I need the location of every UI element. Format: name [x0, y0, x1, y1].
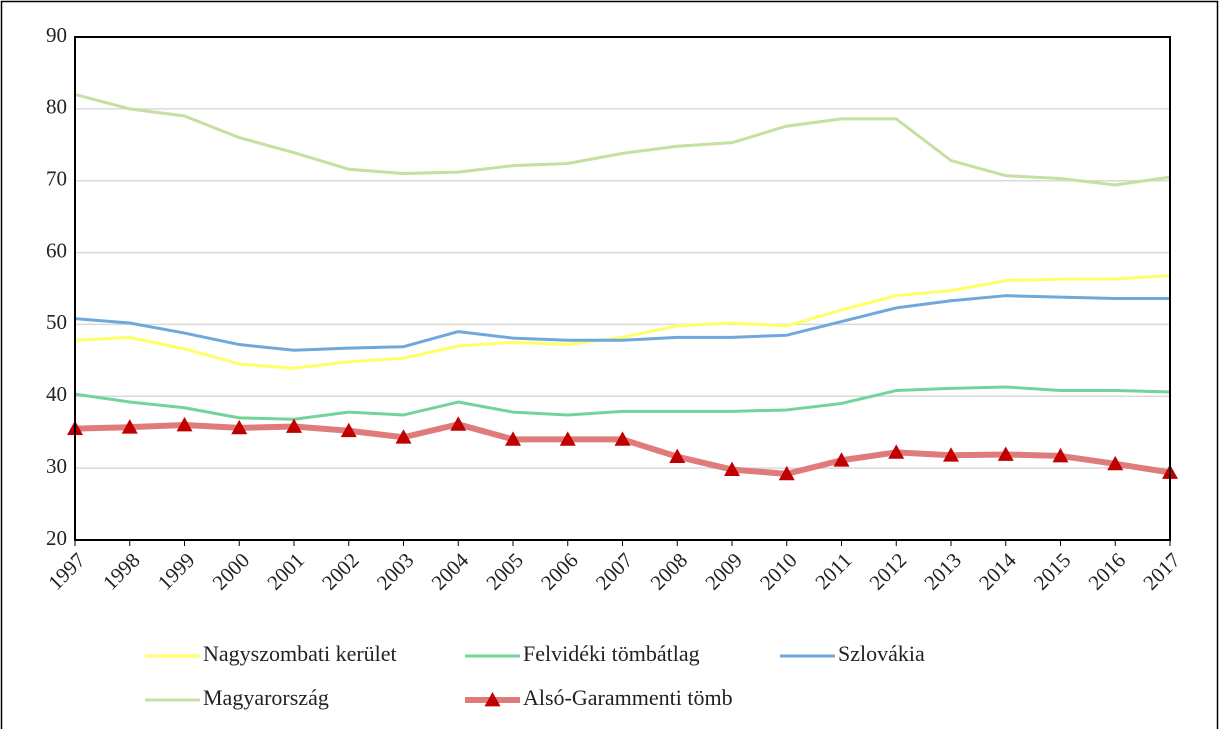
point-marker	[724, 461, 740, 476]
point-marker	[505, 431, 521, 446]
x-tick-label: 2011	[810, 548, 856, 594]
x-tick-label: 1998	[98, 548, 145, 595]
point-marker	[176, 417, 193, 432]
legend-label: Magyarország	[203, 685, 329, 710]
y-tick-label: 60	[46, 238, 67, 262]
y-tick-label: 40	[46, 382, 67, 406]
point-marker	[997, 446, 1014, 461]
x-tick-label: 2001	[262, 548, 309, 595]
point-marker	[450, 416, 467, 431]
point-marker	[1107, 455, 1124, 471]
point-marker	[231, 419, 248, 435]
point-marker	[395, 429, 412, 444]
y-tick-label: 20	[46, 526, 67, 550]
x-tick-label: 1999	[153, 548, 200, 595]
x-tick-label: 2000	[208, 548, 255, 595]
x-tick-label: 2004	[427, 548, 474, 595]
point-marker	[778, 465, 795, 481]
legend-marker	[484, 692, 501, 707]
x-tick-label: 2003	[372, 548, 419, 595]
series-line	[74, 385, 1171, 421]
x-tick-label: 2007	[591, 548, 638, 595]
series-line	[74, 93, 1171, 187]
x-tick-label: 2005	[481, 548, 528, 595]
x-tick-label: 2009	[700, 548, 747, 595]
point-marker	[1052, 447, 1069, 463]
series-line	[74, 274, 1171, 370]
y-tick-label: 90	[46, 23, 67, 47]
x-tick-label: 2006	[536, 548, 583, 595]
x-tick-label: 2014	[974, 548, 1021, 595]
y-tick-label: 70	[46, 167, 67, 191]
point-marker	[340, 422, 357, 438]
legend-label: Felvidéki tömbátlag	[523, 641, 700, 666]
legend-label: Szlovákia	[838, 641, 925, 666]
legend-label: Alsó-Garammenti tömb	[523, 685, 733, 710]
y-tick-label: 30	[46, 454, 67, 478]
point-marker	[833, 452, 850, 467]
x-tick-label: 2012	[865, 548, 912, 595]
x-tick-label: 2008	[646, 548, 693, 595]
y-tick-label: 50	[46, 310, 67, 334]
x-tick-label: 2015	[1029, 548, 1076, 595]
point-marker	[286, 418, 302, 433]
x-tick-label: 2013	[919, 548, 966, 595]
x-tick-label: 1997	[43, 548, 90, 595]
point-marker	[559, 431, 576, 446]
point-marker	[943, 447, 959, 462]
point-marker	[669, 448, 686, 464]
point-marker	[614, 431, 631, 446]
x-tick-label: 2010	[755, 548, 802, 595]
point-marker	[121, 419, 138, 434]
plot-frame	[74, 36, 1171, 541]
point-marker	[888, 444, 905, 459]
x-tick-label: 2017	[1138, 548, 1185, 595]
x-tick-label: 2016	[1084, 548, 1131, 595]
x-tick-label: 2002	[317, 548, 364, 595]
series-line	[74, 294, 1170, 352]
legend-label: Nagyszombati kerület	[203, 641, 397, 666]
y-tick-label: 80	[46, 95, 67, 119]
